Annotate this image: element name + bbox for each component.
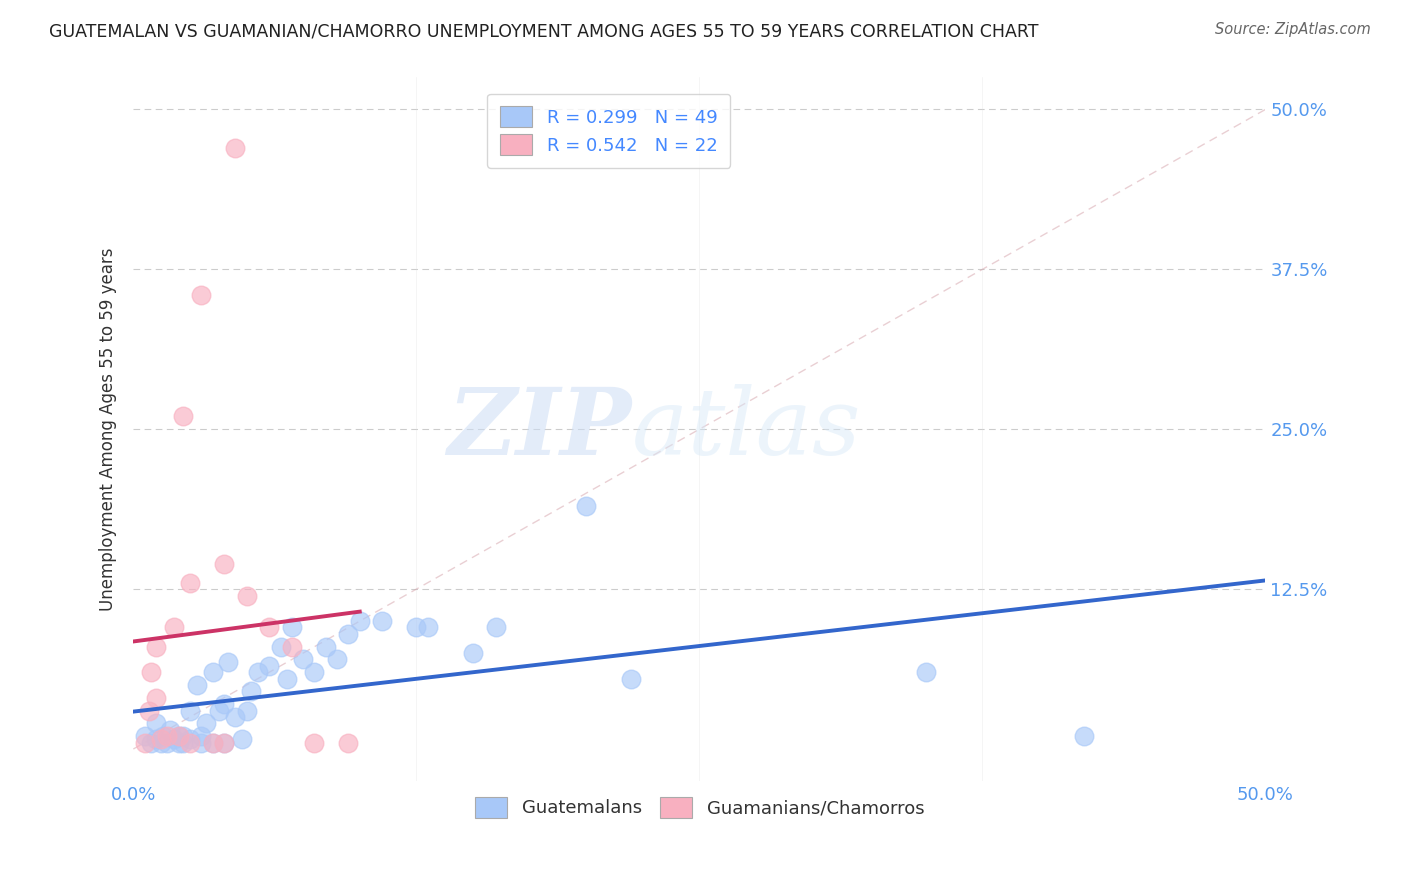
Point xyxy=(212,698,235,712)
Point xyxy=(235,589,257,603)
Point xyxy=(292,652,315,666)
Text: GUATEMALAN VS GUAMANIAN/CHAMORRO UNEMPLOYMENT AMONG AGES 55 TO 59 YEARS CORRELAT: GUATEMALAN VS GUAMANIAN/CHAMORRO UNEMPLO… xyxy=(49,22,1039,40)
Point xyxy=(281,640,304,654)
Point xyxy=(349,614,371,628)
Point xyxy=(190,736,212,750)
Text: atlas: atlas xyxy=(631,384,860,475)
Point xyxy=(172,729,194,743)
Point xyxy=(224,141,246,155)
Point xyxy=(190,729,212,743)
Point xyxy=(167,729,190,743)
Point xyxy=(141,665,163,680)
Point xyxy=(914,665,936,680)
Point xyxy=(257,658,280,673)
Point xyxy=(167,736,190,750)
Point xyxy=(194,716,217,731)
Point xyxy=(212,736,235,750)
Point xyxy=(416,620,439,634)
Text: Source: ZipAtlas.com: Source: ZipAtlas.com xyxy=(1215,22,1371,37)
Point xyxy=(145,690,167,705)
Point xyxy=(326,652,349,666)
Point xyxy=(163,731,186,746)
Point xyxy=(235,704,257,718)
Point xyxy=(190,288,212,302)
Point xyxy=(134,736,156,750)
Point xyxy=(337,627,360,641)
Point xyxy=(304,665,326,680)
Point xyxy=(315,640,337,654)
Point xyxy=(152,729,174,743)
Point xyxy=(281,620,304,634)
Point xyxy=(156,729,179,743)
Point xyxy=(149,731,172,746)
Point xyxy=(145,731,167,746)
Point xyxy=(304,736,326,750)
Point xyxy=(461,646,484,660)
Point xyxy=(159,723,181,737)
Point xyxy=(141,736,163,750)
Point xyxy=(240,684,263,698)
Point xyxy=(276,672,298,686)
Point xyxy=(231,731,253,746)
Point xyxy=(179,575,201,590)
Legend: Guatemalans, Guamanians/Chamorros: Guatemalans, Guamanians/Chamorros xyxy=(467,789,932,825)
Point xyxy=(172,409,194,424)
Point xyxy=(201,736,224,750)
Point xyxy=(201,736,224,750)
Point xyxy=(163,620,186,634)
Text: ZIP: ZIP xyxy=(447,384,631,475)
Point xyxy=(217,655,239,669)
Point xyxy=(371,614,394,628)
Point xyxy=(1073,729,1095,743)
Point xyxy=(246,665,269,680)
Point xyxy=(212,557,235,571)
Y-axis label: Unemployment Among Ages 55 to 59 years: Unemployment Among Ages 55 to 59 years xyxy=(100,247,117,611)
Point xyxy=(134,729,156,743)
Point xyxy=(485,620,508,634)
Point xyxy=(212,736,235,750)
Point xyxy=(208,704,231,718)
Point xyxy=(145,640,167,654)
Point xyxy=(270,640,292,654)
Point xyxy=(167,729,190,743)
Point xyxy=(405,620,427,634)
Point xyxy=(257,620,280,634)
Point xyxy=(138,704,160,718)
Point xyxy=(201,665,224,680)
Point xyxy=(620,672,643,686)
Point xyxy=(145,716,167,731)
Point xyxy=(172,736,194,750)
Point xyxy=(337,736,360,750)
Point xyxy=(179,704,201,718)
Point xyxy=(179,731,201,746)
Point xyxy=(575,499,598,513)
Point xyxy=(224,710,246,724)
Point xyxy=(186,678,208,692)
Point xyxy=(156,736,179,750)
Point xyxy=(149,736,172,750)
Point xyxy=(179,736,201,750)
